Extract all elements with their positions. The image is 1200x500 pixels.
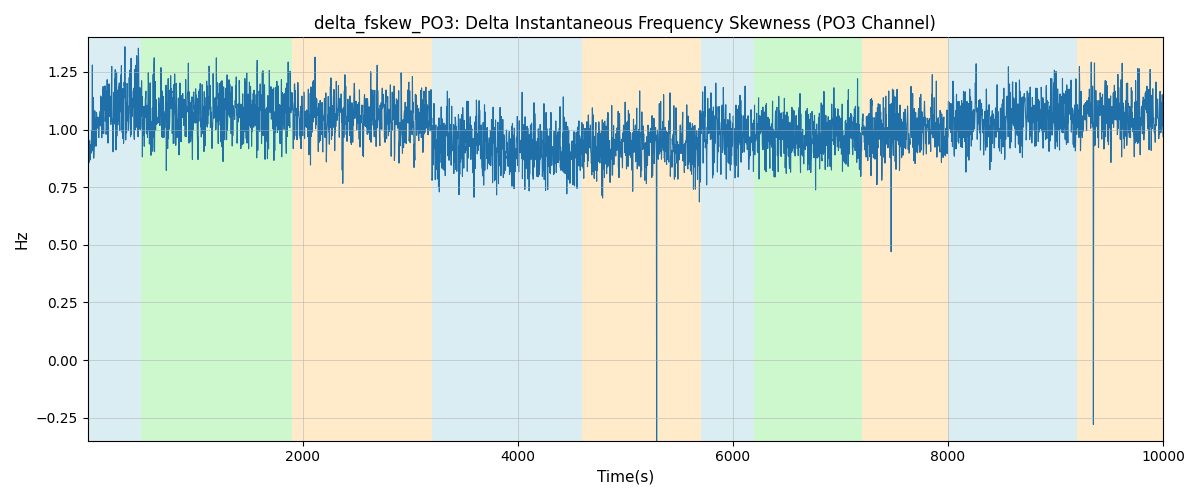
Title: delta_fskew_PO3: Delta Instantaneous Frequency Skewness (PO3 Channel): delta_fskew_PO3: Delta Instantaneous Fre… [314, 15, 936, 34]
Bar [701, 38, 755, 440]
Bar [755, 38, 862, 440]
Bar [1078, 38, 1163, 440]
X-axis label: Time(s): Time(s) [596, 470, 654, 485]
Bar [582, 38, 701, 440]
Bar [88, 38, 142, 440]
Y-axis label: Hz: Hz [14, 230, 30, 249]
Bar [292, 38, 432, 440]
Bar [948, 38, 1078, 440]
Bar [862, 38, 948, 440]
Bar [432, 38, 582, 440]
Bar [142, 38, 292, 440]
